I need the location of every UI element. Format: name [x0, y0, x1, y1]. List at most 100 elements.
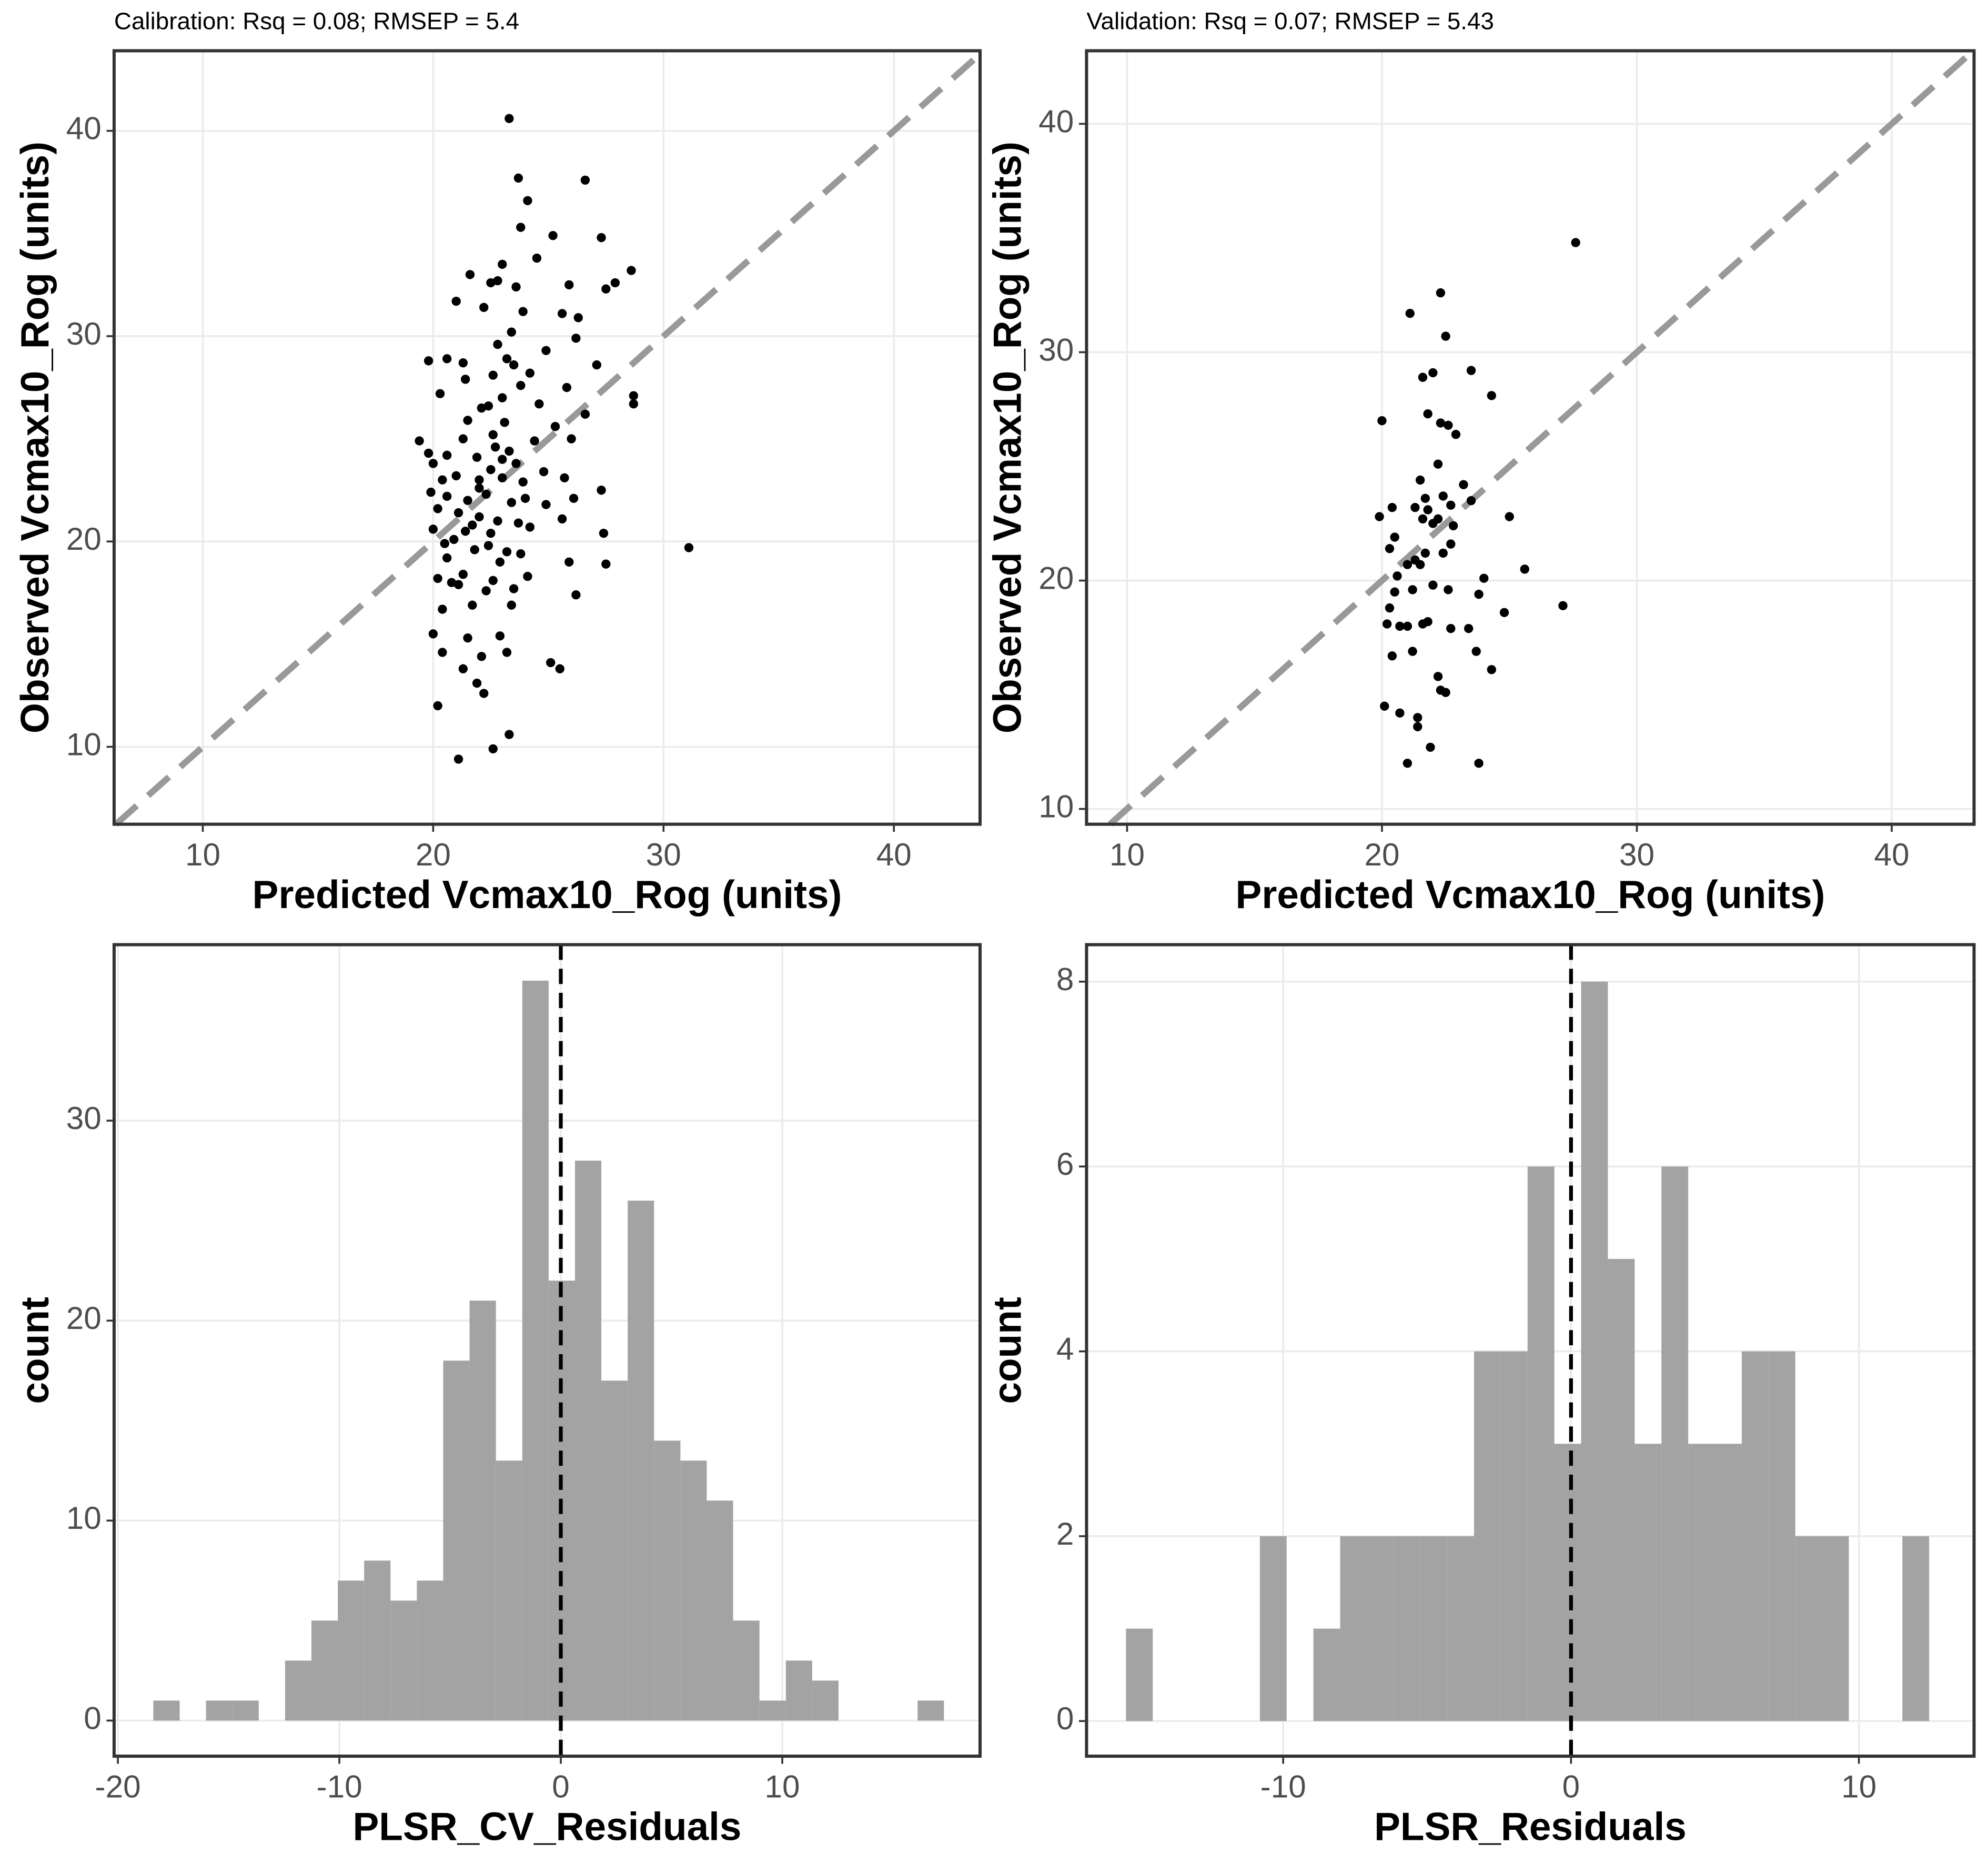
x-tick-label: 0	[1562, 1769, 1580, 1805]
point	[433, 504, 442, 513]
point	[1392, 571, 1402, 581]
point	[463, 416, 472, 425]
point	[1448, 521, 1458, 531]
histogram-bar	[680, 1460, 707, 1721]
point	[495, 557, 505, 567]
histogram-bar	[707, 1500, 733, 1721]
point	[1446, 500, 1456, 510]
point	[1390, 587, 1399, 597]
point	[564, 280, 574, 290]
x-tick-label: -20	[95, 1769, 141, 1805]
point	[504, 446, 514, 456]
point	[461, 527, 470, 536]
histogram-bar	[1634, 1444, 1662, 1721]
point	[511, 282, 521, 291]
point	[453, 508, 463, 518]
y-tick-label: 4	[1056, 1331, 1074, 1367]
histogram-bar	[733, 1620, 760, 1721]
y-axis-title: count	[985, 1297, 1030, 1404]
point	[507, 327, 516, 337]
point	[557, 514, 567, 523]
histogram-bar	[917, 1700, 944, 1721]
point	[1474, 759, 1484, 768]
point	[1390, 532, 1399, 542]
panel: 10 20 30 40 10 20 30 40 Calibration: Rsq = 0.08;…	[13, 8, 982, 916]
histogram-bar	[1795, 1536, 1822, 1721]
point	[592, 360, 601, 370]
point	[1410, 502, 1420, 512]
plot-border	[1085, 943, 1976, 1758]
point	[1520, 565, 1529, 574]
point	[449, 535, 459, 545]
y-tick-label: 10	[66, 726, 102, 762]
point	[470, 545, 479, 555]
point	[428, 525, 438, 534]
point	[539, 467, 549, 477]
point	[599, 528, 609, 538]
point	[481, 489, 491, 499]
histogram-bar	[1661, 1166, 1689, 1721]
point	[562, 382, 572, 392]
point	[488, 744, 498, 754]
point	[1380, 701, 1389, 711]
histogram-bar	[417, 1580, 443, 1721]
point	[532, 253, 542, 263]
histogram-bar	[1259, 1536, 1287, 1721]
point	[1444, 585, 1453, 595]
point	[1433, 459, 1443, 469]
point	[597, 233, 606, 243]
point	[500, 418, 509, 427]
point	[1418, 372, 1428, 382]
point	[1405, 308, 1415, 318]
x-axis-title: PLSR_Residuals	[1374, 1805, 1687, 1849]
point	[1423, 617, 1432, 627]
point	[415, 436, 424, 446]
y-tick-label: 8	[1056, 961, 1074, 997]
histogram-bar	[812, 1680, 839, 1721]
point	[507, 498, 516, 507]
point	[458, 664, 468, 673]
point	[451, 296, 461, 306]
point	[1436, 288, 1446, 298]
histogram-bar	[1527, 1166, 1555, 1721]
y-tick-label: 30	[66, 316, 102, 351]
point	[520, 493, 530, 503]
histogram-bar	[759, 1700, 786, 1721]
point	[504, 114, 514, 123]
point	[1464, 623, 1474, 633]
point	[488, 430, 498, 439]
histogram-bar	[364, 1560, 391, 1721]
point	[523, 196, 532, 206]
point	[433, 573, 442, 583]
panel-title: Validation: Rsq = 0.07; RMSEP = 5.43	[1086, 8, 1494, 35]
point	[1441, 688, 1450, 697]
point	[502, 547, 512, 557]
point	[580, 409, 590, 419]
histogram-bar	[1126, 1628, 1153, 1721]
point	[1387, 651, 1397, 661]
point	[475, 483, 484, 493]
point	[1441, 331, 1450, 341]
point	[513, 173, 523, 183]
point	[1408, 585, 1417, 595]
y-tick-label: 40	[66, 110, 102, 146]
point	[498, 473, 507, 482]
plot-border	[112, 943, 982, 1758]
point	[548, 231, 558, 240]
point	[438, 475, 447, 485]
point	[534, 399, 544, 409]
point	[458, 434, 468, 444]
x-tick-label: 10	[185, 837, 220, 872]
y-axis-title: Observed Vcmax10_Rog (units)	[985, 142, 1030, 733]
histogram-bar	[1768, 1351, 1795, 1721]
point	[1375, 512, 1384, 521]
point	[1423, 505, 1432, 515]
histogram-bar	[338, 1580, 365, 1721]
point	[1444, 420, 1453, 430]
point	[490, 442, 500, 452]
histogram-bar	[1608, 1258, 1635, 1721]
point	[1385, 544, 1395, 553]
x-tick-label: 40	[1874, 837, 1909, 872]
histogram-bar	[153, 1700, 180, 1721]
point	[1428, 519, 1438, 528]
